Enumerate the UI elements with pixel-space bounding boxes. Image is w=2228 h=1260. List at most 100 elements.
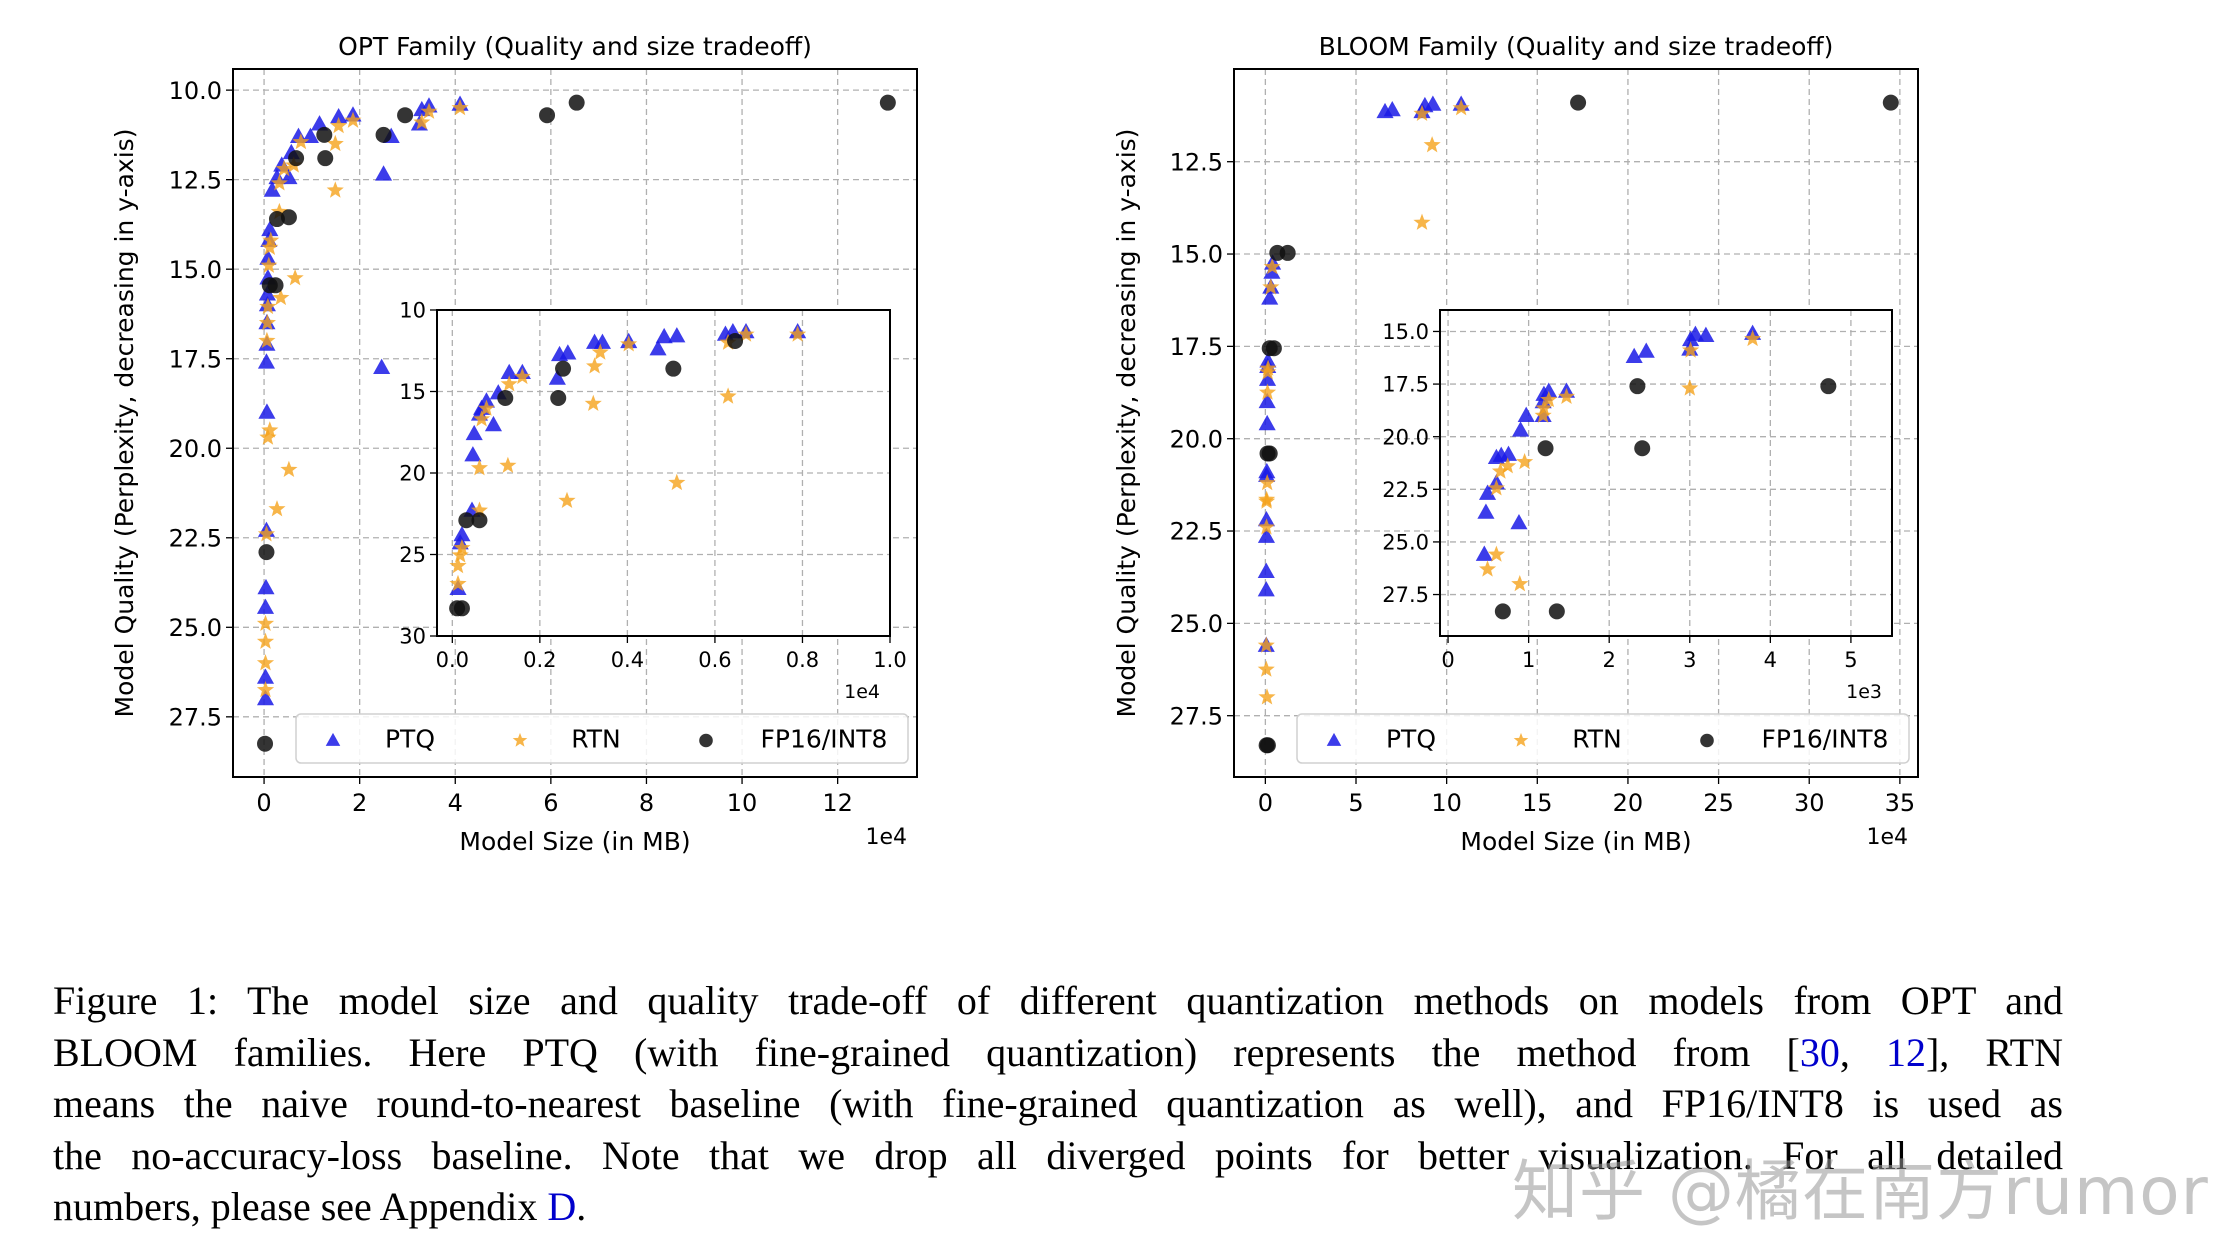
x-tick-label: 0: [1258, 789, 1273, 817]
x-tick-label: 4: [1764, 648, 1777, 672]
fp16-int8-point: [1279, 244, 1296, 261]
fp16-int8-point: [280, 209, 297, 226]
ptq-point: [256, 668, 275, 684]
y-tick-label: 25.0: [1382, 530, 1429, 554]
rtn-point: [256, 632, 275, 649]
y-tick-label: 25.0: [169, 614, 222, 642]
rtn-point: [1259, 383, 1277, 400]
x-tick-label: 0: [1441, 648, 1454, 672]
y-tick-label: 20: [399, 462, 426, 486]
fp16-int8-point: [1700, 733, 1714, 748]
y-tick-label: 15.0: [1170, 241, 1223, 269]
rtn-point: [1413, 104, 1431, 121]
rtn-point: [259, 428, 277, 445]
fp16-int8-point: [550, 390, 567, 407]
x-offset-label: 1e4: [1866, 825, 1908, 850]
caption-line: numbers, please see Appendix D.: [53, 1181, 2063, 1233]
y-tick-label: 15.0: [1382, 320, 1429, 344]
rtn-point: [477, 399, 495, 416]
legend-box: [295, 713, 909, 764]
fp16-int8-point: [397, 107, 414, 124]
ptq-point: [256, 598, 275, 614]
ptq-point: [668, 327, 686, 343]
ptq-point: [280, 168, 298, 185]
x-tick-label: 0.0: [436, 648, 469, 672]
ptq-point: [1257, 562, 1275, 578]
rtn-point: [260, 256, 278, 273]
caption-line: BLOOM families. Here PTQ (with fine-grai…: [53, 1027, 2063, 1079]
x-tick-label: 0: [256, 789, 271, 817]
y-tick-label: 22.5: [1382, 478, 1429, 502]
citation-link[interactable]: 30: [1799, 1029, 1840, 1075]
legend-box: [1296, 713, 1910, 764]
rtn-point: [261, 421, 279, 438]
fp16-int8-point: [1259, 737, 1276, 754]
fp16-int8-point: [1261, 445, 1278, 462]
legend: PTQ RTN FP16/INT8: [1296, 713, 1910, 764]
rtn-point: [789, 325, 807, 342]
fp16-int8-point: [1629, 378, 1646, 395]
x-tick-label: 10: [1431, 789, 1462, 817]
ptq-point: [257, 353, 276, 369]
caption-text: numbers, please see Appendix: [53, 1184, 548, 1229]
rtn-point: [1259, 359, 1277, 376]
plot-background: [1440, 310, 1892, 636]
fp16-int8-point: [497, 390, 514, 407]
x-tick-label: 0.6: [698, 648, 731, 672]
citation-link[interactable]: 12: [1885, 1029, 1926, 1075]
ptq-point: [1512, 421, 1530, 437]
rtn-point: [270, 174, 288, 191]
y-tick-label: 25.0: [1170, 610, 1223, 638]
x-tick-label: 1.0: [873, 648, 906, 672]
watermark: 知乎 @橘在南方rumor: [1512, 1153, 2209, 1230]
y-tick-label: 22.5: [169, 524, 222, 552]
x-tick-label: 35: [1885, 789, 1916, 817]
ptq-point: [559, 344, 577, 360]
series-fp16-int8: [1494, 378, 1837, 620]
series-rtn: [1257, 99, 1470, 705]
rtn-point: [499, 456, 517, 473]
x-tick-label: 15: [1522, 789, 1553, 817]
fp16-int8-point: [1548, 603, 1565, 620]
y-tick-label: 17.5: [169, 345, 222, 373]
y-tick-label: 15.0: [169, 256, 222, 284]
rtn-point: [1682, 341, 1700, 358]
y-tick-label: 30: [399, 625, 426, 649]
rtn-point: [258, 313, 276, 331]
ptq-point: [484, 415, 503, 432]
ptq-point: [1625, 347, 1643, 364]
x-tick-label: 30: [1794, 789, 1825, 817]
rtn-point: [286, 269, 304, 286]
ptq-point: [1257, 581, 1275, 597]
rtn-point: [470, 459, 488, 476]
rtn-point: [512, 732, 528, 747]
ptq-point: [1326, 732, 1342, 746]
rtn-point: [1535, 399, 1553, 416]
rtn-point: [262, 231, 280, 248]
rtn-point: [1491, 462, 1509, 479]
x-tick-label: 12: [822, 789, 853, 817]
rtn-point: [326, 181, 344, 198]
appendix-link[interactable]: D: [547, 1184, 577, 1229]
ptq-point: [325, 732, 341, 746]
fp16-int8-point: [258, 544, 275, 561]
ptq-point: [1540, 382, 1558, 398]
fp16-int8-point: [458, 512, 475, 529]
x-tick-label: 0.8: [786, 648, 819, 672]
y-tick-label: 20.0: [169, 435, 222, 463]
series-fp16-int8: [449, 332, 744, 617]
rtn-point: [1499, 457, 1517, 474]
fp16-int8-point: [727, 332, 744, 349]
rtn-point: [719, 387, 737, 404]
ptq-point: [1258, 392, 1276, 409]
fp16-int8-point: [879, 94, 896, 111]
rtn-point: [330, 116, 348, 134]
ptq-point: [1424, 95, 1442, 111]
x-tick-label: 5: [1348, 789, 1363, 817]
fp16-int8-point: [267, 277, 284, 294]
rtn-point: [256, 614, 275, 631]
rtn-point: [280, 460, 298, 477]
fp16-int8-point: [288, 150, 305, 167]
y-tick-label: 27.5: [1170, 702, 1223, 730]
axes-frame: [1439, 309, 1893, 637]
